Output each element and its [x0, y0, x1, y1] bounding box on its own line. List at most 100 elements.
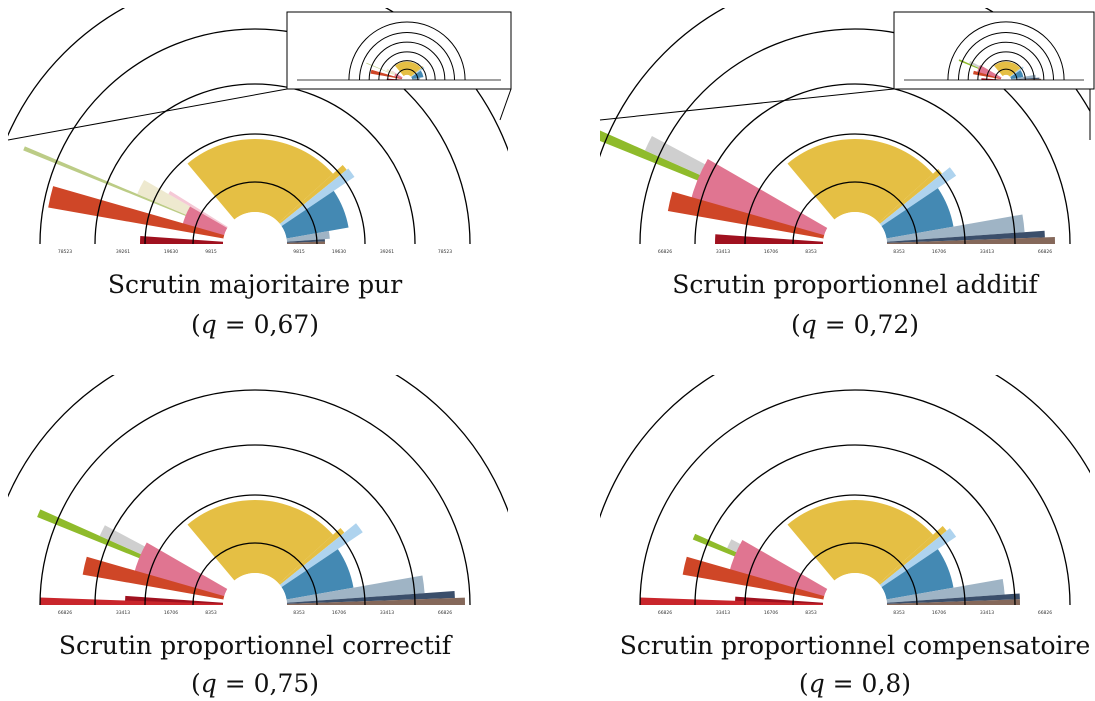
tick-label: 66826 [658, 610, 672, 616]
grid-ring [94, 83, 416, 245]
sector-steel [286, 230, 330, 242]
tick-label: 33413 [716, 610, 730, 616]
grid-ring [694, 444, 1016, 606]
inset-sector [1009, 66, 1024, 78]
inset-ring [387, 60, 427, 81]
tick-label: 66826 [658, 249, 672, 255]
sector-navy [286, 591, 455, 604]
grid-ring [8, 375, 508, 513]
grid-ring [192, 181, 318, 245]
sector-pink [728, 540, 828, 598]
sector-yellow [787, 499, 934, 584]
sector-blue [281, 190, 349, 239]
inset-ring [957, 31, 1055, 81]
chart-caption: Scrutin proportionnel correctif [59, 631, 453, 660]
inset-ring [986, 60, 1026, 81]
sector-brown [886, 599, 1020, 605]
inset-connector [599, 88, 895, 121]
polar-chart-4 [600, 375, 1090, 606]
grid-ring [600, 375, 1090, 519]
sector-pink [690, 159, 828, 237]
tick-label: 66826 [438, 610, 452, 616]
inset-sector [1009, 66, 1022, 77]
tick-label: 19630 [164, 249, 178, 255]
sector-lightblue [879, 528, 957, 588]
sector-darkred [140, 235, 224, 244]
inset-ring [967, 41, 1045, 81]
grid-ring [744, 133, 966, 245]
inset-sector [410, 66, 424, 77]
sector-brown [886, 237, 1055, 244]
inset-ring [395, 68, 419, 81]
tick-label: 33413 [716, 249, 730, 255]
tick-label: 78523 [58, 249, 72, 255]
inset-sector [394, 73, 403, 79]
sector-lightpink [168, 191, 228, 228]
tick-label: 66826 [58, 610, 72, 616]
polar-chart-1 [8, 8, 508, 245]
grid-ring [39, 28, 471, 245]
tick-label: 39261 [380, 249, 394, 255]
sector-brown [286, 241, 325, 244]
tick-label: 33413 [980, 610, 994, 616]
sector-blue [881, 549, 954, 600]
tick-label: 16706 [764, 249, 778, 255]
sector-yellow [878, 526, 947, 585]
grid-ring [39, 389, 471, 606]
inset-ring [977, 51, 1035, 81]
inset-ring [378, 51, 436, 81]
tick-label: 9815 [293, 249, 305, 255]
center-hole [223, 212, 287, 244]
tick-label: 8353 [205, 610, 217, 616]
inset-sector [366, 62, 403, 79]
inset-sector [976, 65, 1002, 79]
grid-ring [792, 181, 918, 245]
tick-label: 78523 [438, 249, 452, 255]
tick-label: 39261 [116, 249, 130, 255]
inset-ring [348, 21, 466, 81]
sector-navy [286, 239, 325, 243]
grid-ring [694, 83, 1016, 245]
sector-yellow [187, 499, 334, 584]
tick-label: 8353 [893, 610, 905, 616]
tick-label: 66826 [1038, 610, 1052, 616]
tick-label: 8353 [293, 610, 305, 616]
sector-lightblue [279, 168, 355, 227]
grid-ring [192, 542, 318, 606]
q-value-label: (q = 0,75) [191, 669, 319, 698]
polar-chart-3 [8, 375, 508, 606]
inset-sector [391, 70, 403, 78]
sector-blue [281, 549, 354, 600]
inset-sector [411, 70, 424, 80]
tick-label: 8353 [805, 610, 817, 616]
tick-label: 16706 [764, 610, 778, 616]
tick-label: 33413 [380, 610, 394, 616]
inset-ring [368, 41, 446, 81]
sector-orange [48, 186, 225, 239]
sector-yellow [787, 139, 934, 223]
tick-label: 16706 [932, 249, 946, 255]
sector-blue [881, 188, 954, 239]
sector-steel [886, 214, 1025, 242]
center-hole [823, 573, 887, 605]
grid-ring [792, 542, 918, 606]
grid-ring [600, 8, 1090, 158]
tick-label: 16706 [164, 610, 178, 616]
inset-connector [7, 88, 288, 141]
polar-chart-2 [600, 8, 1090, 245]
sector-red [640, 597, 824, 605]
q-value-label: (q = 0,8) [799, 669, 911, 698]
tick-label: 16706 [932, 610, 946, 616]
chart-caption: Scrutin proportionnel additif [672, 270, 1039, 299]
sector-red [40, 597, 224, 605]
q-value-label: (q = 0,67) [191, 310, 319, 339]
tick-label: 16706 [332, 610, 346, 616]
sector-steel [286, 575, 425, 603]
sector-pink [182, 206, 228, 237]
chart-caption: Scrutin proportionnel compensatoire [620, 631, 1091, 660]
sector-brown [286, 597, 465, 605]
sector-darkred [715, 234, 824, 244]
sector-yellow [878, 169, 943, 224]
grid-ring [94, 444, 416, 606]
